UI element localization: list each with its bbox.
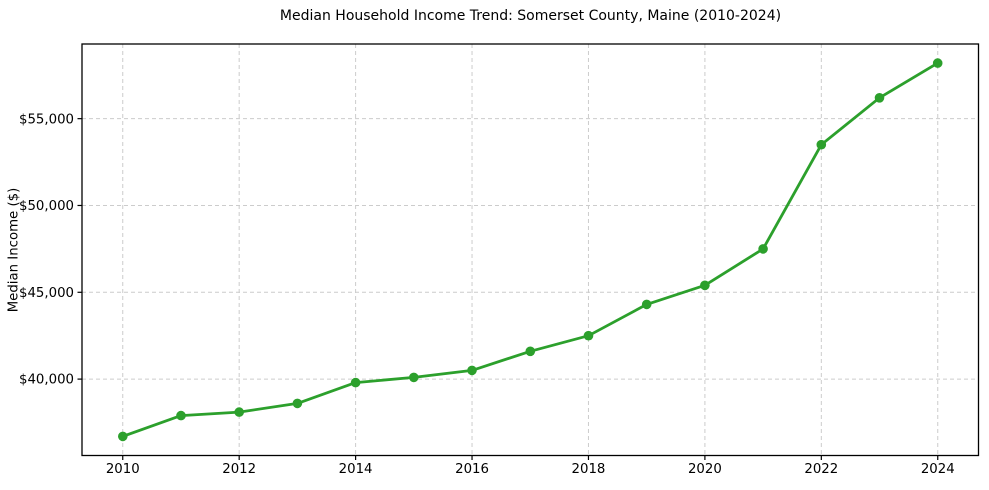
plot-border xyxy=(81,43,980,457)
data-point-2010 xyxy=(118,431,128,442)
data-point-2021 xyxy=(758,244,768,254)
y-tick-label: $40,000 xyxy=(19,373,74,388)
data-point-2018 xyxy=(583,330,594,341)
y-tick-label: $45,000 xyxy=(19,286,74,301)
x-tick-label: 2016 xyxy=(455,462,489,477)
data-point-2019 xyxy=(641,299,652,310)
x-tick-label: 2024 xyxy=(921,462,955,477)
x-tick-label: 2010 xyxy=(106,462,140,477)
y-tick-label: $55,000 xyxy=(19,112,74,127)
data-point-2020 xyxy=(700,280,710,291)
data-point-2023 xyxy=(874,93,885,103)
x-tick-label: 2022 xyxy=(804,462,838,477)
data-point-2015 xyxy=(409,372,419,383)
data-point-2011 xyxy=(176,410,186,421)
y-tick-label: $50,000 xyxy=(19,199,74,214)
data-point-2022 xyxy=(816,139,827,150)
data-point-2017 xyxy=(525,346,536,357)
data-point-2016 xyxy=(467,365,477,376)
x-tick-label: 2012 xyxy=(222,462,256,477)
chart-title: Median Household Income Trend: Somerset … xyxy=(279,8,782,24)
data-point-2013 xyxy=(292,398,303,409)
x-tick-label: 2020 xyxy=(688,462,722,477)
data-point-2012 xyxy=(234,407,244,417)
x-tick-label: 2018 xyxy=(572,462,606,477)
x-tick-label: 2014 xyxy=(339,462,373,477)
data-point-2014 xyxy=(350,377,361,388)
data-point-2024 xyxy=(932,58,943,68)
